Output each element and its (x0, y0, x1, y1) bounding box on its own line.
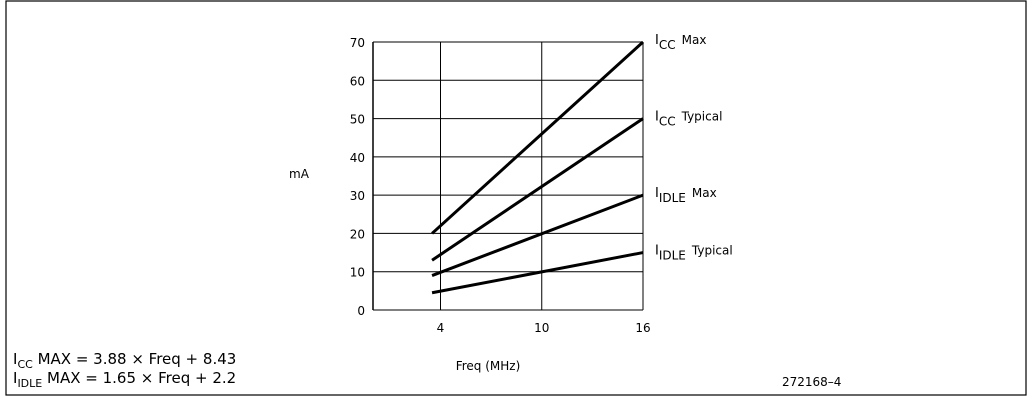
x-axis-label: Freq (MHz) (456, 359, 521, 373)
figure-frame (5, 0, 1027, 396)
figure-id: 272168–4 (782, 375, 841, 389)
series-label: IIDLE Max (655, 186, 717, 205)
y-tick-label: 40 (350, 151, 365, 165)
x-tick-label: 4 (437, 321, 445, 335)
grid-layer (372, 41, 644, 311)
y-axis-label: mA (289, 167, 310, 181)
y-tick-label: 20 (350, 227, 365, 241)
y-tick-label: 70 (350, 36, 365, 50)
series-line (431, 117, 644, 262)
series-line (431, 193, 644, 277)
formula-iidle: IIDLE MAX = 1.65 × Freq + 2.2 (13, 369, 236, 390)
y-tick-label: 60 (350, 74, 365, 88)
y-tick-label: 10 (350, 266, 365, 280)
series-label: ICC Typical (655, 110, 722, 129)
series-line (431, 251, 644, 295)
series-label: IIDLE Typical (655, 244, 733, 263)
y-tick-label: 0 (357, 304, 365, 318)
series-layer (431, 40, 645, 295)
tick-layer: 0 10 20 30 40 50 60 70 4 10 16 (350, 36, 651, 335)
x-tick-label: 10 (534, 321, 549, 335)
x-tick-label: 16 (635, 321, 650, 335)
y-tick-label: 50 (350, 113, 365, 127)
series-label: ICC Max (655, 33, 706, 52)
label-layer: ICC Max ICC Typical IIDLE Max IIDLE Typical (655, 33, 733, 263)
y-tick-label: 30 (350, 189, 365, 203)
formula-icc: ICC MAX = 3.88 × Freq + 8.43 (13, 350, 236, 371)
series-line (431, 40, 645, 235)
